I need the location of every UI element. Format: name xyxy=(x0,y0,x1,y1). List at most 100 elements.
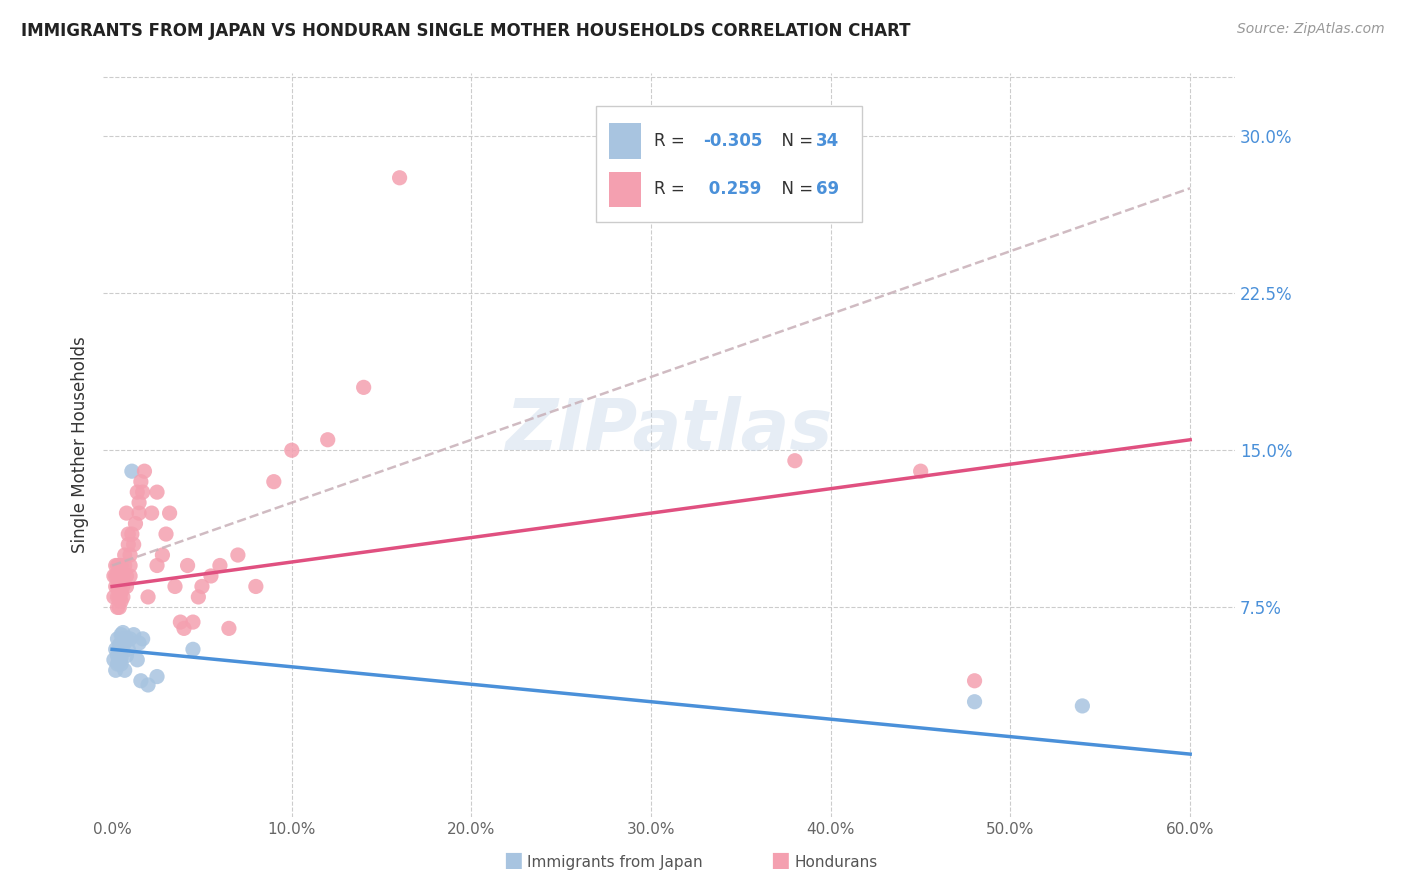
Point xyxy=(173,621,195,635)
Point xyxy=(111,590,134,604)
Point xyxy=(120,632,142,646)
Point xyxy=(104,642,127,657)
Text: R =: R = xyxy=(654,132,690,150)
Point xyxy=(104,569,127,583)
Point xyxy=(353,380,375,394)
Point xyxy=(115,648,138,663)
Point xyxy=(107,600,129,615)
Point xyxy=(181,615,204,629)
Text: 69: 69 xyxy=(817,180,839,199)
Point xyxy=(110,636,132,650)
Point xyxy=(103,590,125,604)
Point xyxy=(108,590,131,604)
Point xyxy=(114,548,136,562)
Point xyxy=(107,590,129,604)
Point xyxy=(128,636,150,650)
Point xyxy=(111,625,134,640)
Point xyxy=(155,527,177,541)
Point xyxy=(117,527,139,541)
Point xyxy=(245,579,267,593)
Point xyxy=(120,558,142,573)
Point xyxy=(111,579,134,593)
Point xyxy=(121,527,143,541)
Point xyxy=(141,506,163,520)
Point xyxy=(136,590,159,604)
Point xyxy=(104,558,127,573)
Point xyxy=(108,579,131,593)
Point xyxy=(129,475,152,489)
Point xyxy=(107,648,129,663)
Point xyxy=(110,628,132,642)
Point xyxy=(110,586,132,600)
Text: Hondurans: Hondurans xyxy=(794,855,877,870)
Point xyxy=(128,495,150,509)
Point xyxy=(107,569,129,583)
Point xyxy=(117,642,139,657)
Point xyxy=(104,663,127,677)
Point xyxy=(114,558,136,573)
Point xyxy=(108,638,131,652)
Text: -0.305: -0.305 xyxy=(703,132,762,150)
Text: Immigrants from Japan: Immigrants from Japan xyxy=(527,855,703,870)
Point xyxy=(176,558,198,573)
Point xyxy=(110,594,132,608)
Point xyxy=(108,573,131,587)
Text: IMMIGRANTS FROM JAPAN VS HONDURAN SINGLE MOTHER HOUSEHOLDS CORRELATION CHART: IMMIGRANTS FROM JAPAN VS HONDURAN SINGLE… xyxy=(21,22,911,40)
Point xyxy=(110,650,132,665)
Point xyxy=(963,695,986,709)
Point xyxy=(146,669,169,683)
FancyBboxPatch shape xyxy=(596,106,862,222)
Text: ZIPatlas: ZIPatlas xyxy=(505,396,832,465)
Point xyxy=(108,653,131,667)
Point xyxy=(114,636,136,650)
Point xyxy=(108,600,131,615)
Point xyxy=(107,579,129,593)
Point xyxy=(263,475,285,489)
Point xyxy=(114,663,136,677)
Point xyxy=(111,632,134,646)
Point xyxy=(129,673,152,688)
Point xyxy=(110,657,132,671)
Point xyxy=(316,433,339,447)
Point xyxy=(963,673,986,688)
Bar xyxy=(609,171,641,207)
Point xyxy=(200,569,222,583)
Point xyxy=(110,558,132,573)
Text: Source: ZipAtlas.com: Source: ZipAtlas.com xyxy=(1237,22,1385,37)
Point xyxy=(131,632,153,646)
Point xyxy=(115,579,138,593)
Point xyxy=(104,579,127,593)
Point xyxy=(187,590,209,604)
Point xyxy=(110,575,132,590)
Point xyxy=(107,657,129,671)
Point xyxy=(783,453,806,467)
Point xyxy=(127,485,149,500)
Point xyxy=(115,506,138,520)
Point xyxy=(159,506,181,520)
Text: ■: ■ xyxy=(503,850,523,870)
Point xyxy=(134,464,156,478)
Text: N =: N = xyxy=(770,132,818,150)
Point xyxy=(181,642,204,657)
Point xyxy=(226,548,249,562)
Point xyxy=(120,569,142,583)
Point xyxy=(169,615,191,629)
Point xyxy=(115,569,138,583)
Point xyxy=(115,632,138,646)
Point xyxy=(122,537,145,551)
Point xyxy=(120,548,142,562)
Point xyxy=(388,170,411,185)
Point xyxy=(146,485,169,500)
Point xyxy=(111,569,134,583)
Text: 0.259: 0.259 xyxy=(703,180,762,199)
Text: N =: N = xyxy=(770,180,818,199)
Text: R =: R = xyxy=(654,180,690,199)
Text: 34: 34 xyxy=(817,132,839,150)
Point xyxy=(108,647,131,661)
Point xyxy=(1071,698,1094,713)
Point xyxy=(110,642,132,657)
Point xyxy=(128,506,150,520)
Y-axis label: Single Mother Households: Single Mother Households xyxy=(72,336,89,553)
Point xyxy=(107,558,129,573)
Bar xyxy=(609,123,641,159)
